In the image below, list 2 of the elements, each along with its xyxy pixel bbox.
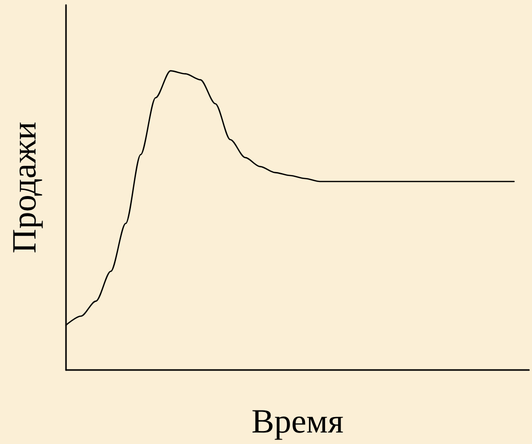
x-axis-title: Время bbox=[252, 404, 344, 440]
y-axis-title: Продажи bbox=[6, 122, 44, 254]
